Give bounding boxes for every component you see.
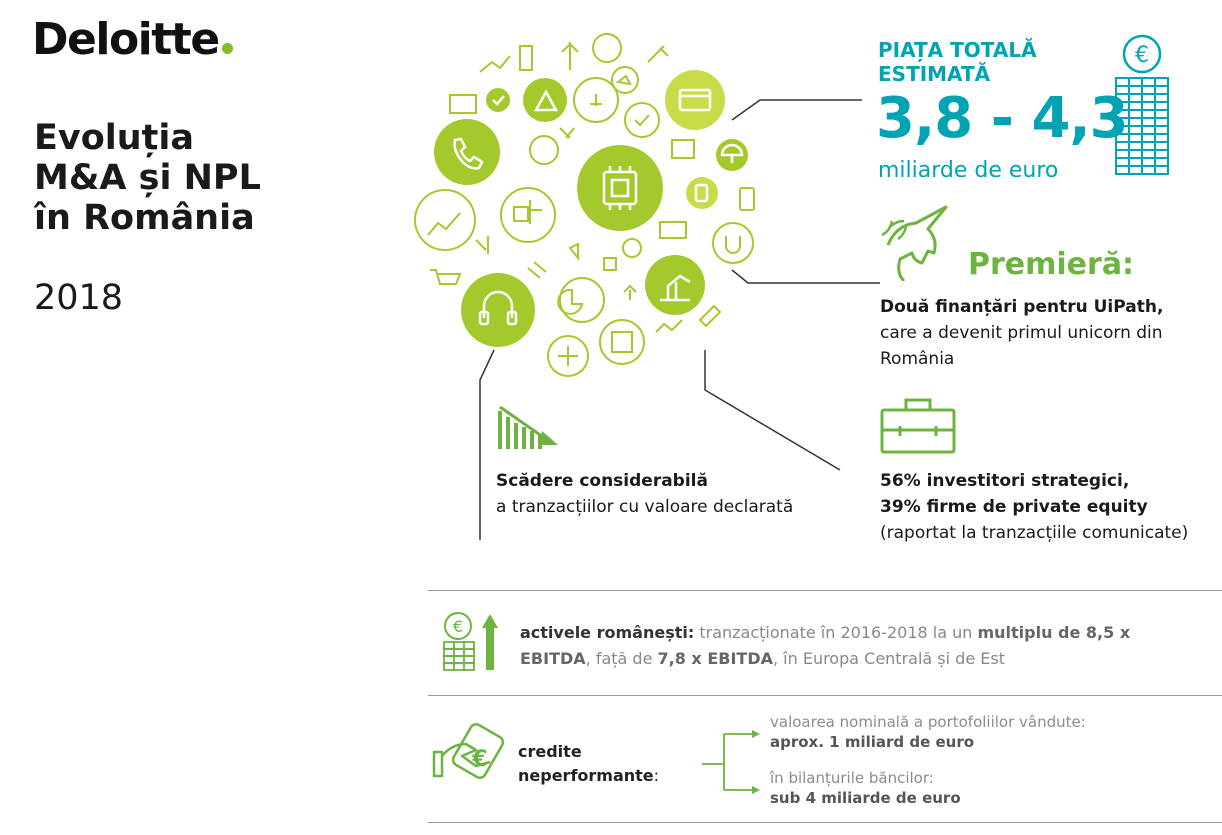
page-title: Evoluția M&A și NPL în România <box>34 118 261 238</box>
npl-label-line-1: credite <box>518 742 582 761</box>
title-line-1: Evoluția <box>34 118 195 158</box>
investors-line-1: 56% investitori strategici, <box>880 471 1130 491</box>
npl-bracket-arrows <box>702 730 760 794</box>
npl-value-1: aprox. 1 miliard de euro <box>770 733 975 751</box>
npl-value-2: sub 4 miliarde de euro <box>770 789 961 807</box>
assets-multiple-ro: multiplu de 8,5 x EBITDA <box>520 623 1131 668</box>
euro-coin-stack-icon: € <box>1115 34 1169 175</box>
npl-note-2: în bilanțurile băncilor: <box>770 769 934 787</box>
deloitte-logo: Deloitte <box>32 14 233 65</box>
assets-t3: , în Europa Centrală și de Est <box>772 649 1005 668</box>
assets-t2: , față de <box>585 649 658 668</box>
report-year: 2018 <box>34 278 124 318</box>
market-unit: miliarde de euro <box>878 158 1059 183</box>
npl-label-colon: : <box>653 766 660 785</box>
card-circle <box>665 70 725 130</box>
assets-description: activele românești: tranzacționate în 20… <box>520 620 1200 672</box>
premiere-label: Premieră: <box>968 247 1135 282</box>
decline-description: Scădere considerabilă a tranzacțiilor cu … <box>496 468 806 520</box>
sector-icons-cluster <box>414 33 880 540</box>
hand-euro-card-icon: € <box>432 723 505 779</box>
npl-label: credite neperformante: <box>518 740 659 788</box>
investors-description: 56% investitori strategici, 39% firme de… <box>880 468 1210 546</box>
assets-key: activele românești: <box>520 623 695 642</box>
assets-t1: tranzacționate în 2016-2018 la un <box>694 623 978 642</box>
briefcase-icon <box>880 398 956 454</box>
unicorn-rest: care a devenit primul unicorn din Români… <box>880 323 1163 369</box>
connector-decline <box>479 349 495 540</box>
npl-item-banks: în bilanțurile băncilor: sub 4 miliarde … <box>770 768 1210 808</box>
npl-label-word: neperformante <box>518 766 654 785</box>
divider-2 <box>428 695 1222 696</box>
decline-bold: Scădere considerabilă <box>496 471 708 491</box>
euro-growth-icon: € <box>443 612 498 671</box>
npl-label-line-2: neperformante: <box>518 764 659 788</box>
chip-circle <box>577 145 663 231</box>
connector-investors <box>704 350 841 471</box>
svg-text:€: € <box>471 747 487 772</box>
connector-market <box>731 99 862 121</box>
market-title: PIAȚA TOTALĂ ESTIMATĂ <box>878 38 1037 86</box>
market-title-line-2: ESTIMATĂ <box>878 62 991 86</box>
logo-text: Deloitte <box>32 14 220 65</box>
fuel-circle <box>686 177 718 209</box>
unicorn-description: Două finanțări pentru UiPath, care a dev… <box>880 294 1200 372</box>
headset-circle <box>461 273 535 347</box>
market-range-value: 3,8 - 4,3 <box>876 86 1129 151</box>
title-line-2: M&A și NPL <box>34 158 261 198</box>
market-title-line-1: PIAȚA TOTALĂ <box>878 38 1037 62</box>
investors-line-2: 39% firme de private equity <box>880 497 1148 517</box>
npl-item-nominal: valoarea nominală a portofoliilor vândut… <box>770 712 1210 752</box>
unicorn-icon <box>881 205 948 281</box>
investors-rest: (raportat la tranzacțiile comunicate) <box>880 523 1189 543</box>
svg-text:€: € <box>453 617 463 636</box>
title-line-3: în România <box>34 198 255 238</box>
decline-rest: a tranzacțiilor cu valoare declarată <box>496 497 794 517</box>
divider-3 <box>428 822 1222 823</box>
unicorn-bold: Două finanțări pentru UiPath, <box>880 297 1164 317</box>
phone-circle <box>434 119 500 185</box>
logo-dot <box>221 43 233 54</box>
svg-text:€: € <box>1135 43 1149 68</box>
check-circle-small <box>486 88 510 112</box>
assets-multiple-cee: 7,8 x EBITDA <box>657 649 773 668</box>
connector-premiere <box>731 269 880 284</box>
satellite-circle <box>523 78 567 122</box>
divider-1 <box>428 590 1222 591</box>
npl-note-1: valoarea nominală a portofoliilor vândut… <box>770 713 1086 731</box>
declining-bar-chart-icon <box>498 405 558 449</box>
